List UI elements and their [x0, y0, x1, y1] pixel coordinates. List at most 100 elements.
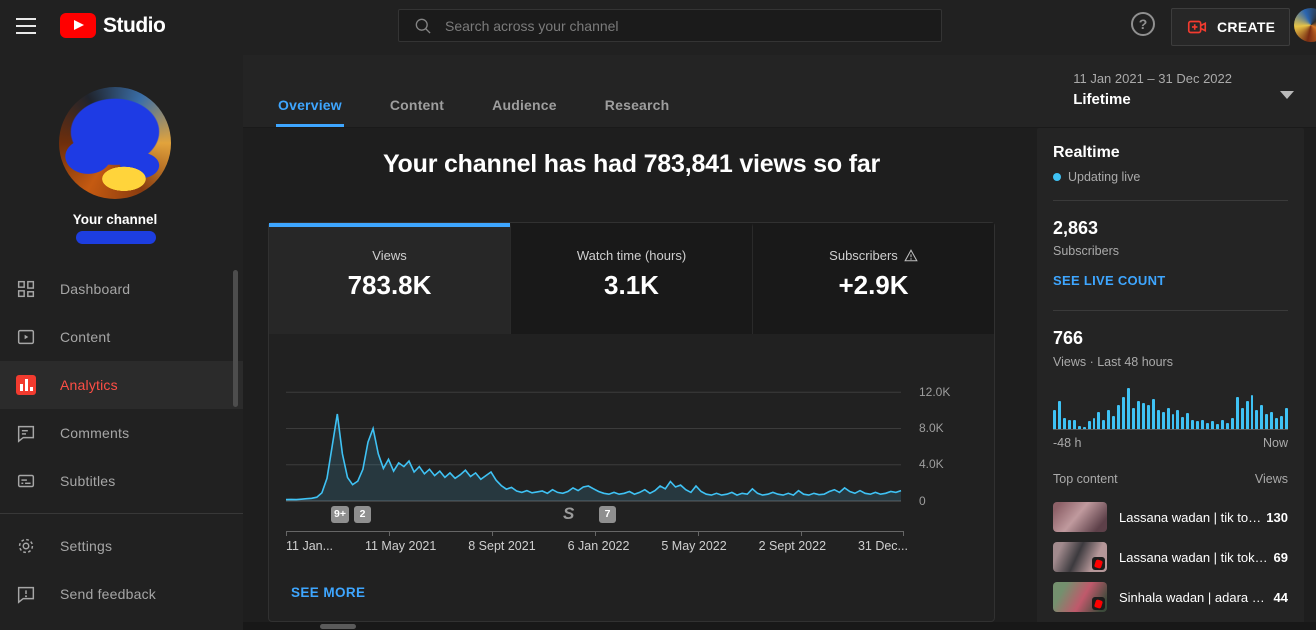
video-thumbnail	[1053, 542, 1107, 572]
video-thumbnail	[1053, 582, 1107, 612]
sidebar-item-label: Send feedback	[60, 586, 157, 602]
sidebar-scrollbar[interactable]	[233, 270, 238, 407]
video-count-badge[interactable]: 7	[599, 506, 616, 523]
top-content-label: Top content	[1053, 472, 1118, 486]
video-title: Lassana wadan | tik to…	[1119, 509, 1262, 525]
date-range-text: 11 Jan 2021 – 31 Dec 2022	[1073, 71, 1232, 86]
see-more-link[interactable]: SEE MORE	[291, 585, 366, 600]
views-column-label: Views	[1254, 472, 1288, 486]
sidebar-item-analytics[interactable]: Analytics	[0, 361, 243, 409]
video-thumbnail	[1053, 502, 1107, 532]
date-range-picker[interactable]: 11 Jan 2021 – 31 Dec 2022 Lifetime	[1073, 71, 1232, 108]
x-tick: 11 May 2021	[364, 539, 437, 553]
x-tick: 11 Jan...	[286, 539, 334, 553]
create-button-label: CREATE	[1217, 19, 1276, 35]
your-channel-label: Your channel	[72, 212, 158, 227]
live-dot-icon	[1053, 173, 1061, 181]
tab-overview[interactable]: Overview	[276, 97, 344, 127]
video-plus-icon	[1187, 20, 1207, 34]
top-bar: Studio CREATE	[0, 0, 1316, 55]
realtime-views-count: 766	[1053, 328, 1084, 348]
metric-value: +2.9K	[838, 270, 909, 300]
top-content-row[interactable]: Lassana wadan | tik tok… 69	[1053, 540, 1288, 574]
metric-tab-views[interactable]: Views 783.8K	[269, 223, 510, 334]
sidebar-item-subtitles[interactable]: Subtitles	[0, 457, 243, 505]
metric-value: 783.8K	[347, 270, 432, 300]
search-input[interactable]	[445, 17, 905, 34]
sidebar-item-label: Subtitles	[60, 473, 116, 489]
sidebar-divider	[0, 513, 243, 514]
y-tick: 8.0K	[919, 421, 944, 435]
help-icon[interactable]	[1131, 12, 1155, 36]
see-live-count-link[interactable]: SEE LIVE COUNT	[1053, 273, 1166, 288]
sidebar-menu: Dashboard Content Analytics Comments	[0, 265, 243, 618]
chevron-down-icon[interactable]	[1280, 91, 1294, 99]
search-icon	[415, 18, 431, 34]
tab-audience[interactable]: Audience	[492, 97, 557, 113]
x-tick: 6 Jan 2022	[567, 539, 630, 553]
studio-logo-text: Studio	[103, 13, 166, 37]
x-tick: 5 May 2022	[661, 539, 727, 553]
realtime-status: Updating live	[1053, 170, 1140, 184]
sidebar-item-label: Dashboard	[60, 281, 131, 297]
x-axis	[286, 531, 904, 536]
shorts-badge-icon	[1092, 557, 1105, 570]
video-title: Sinhala wadan | adara …	[1119, 589, 1265, 605]
sidebar-item-send-feedback[interactable]: Send feedback	[0, 570, 243, 618]
sidebar-item-label: Analytics	[60, 377, 118, 393]
metric-tab-watch-time[interactable]: Watch time (hours) 3.1K	[510, 223, 752, 334]
top-content-row[interactable]: Lassana wadan | tik to… 130	[1053, 500, 1288, 534]
realtime-views-label: Views · Last 48 hours	[1053, 355, 1173, 369]
content-icon	[15, 326, 37, 348]
shorts-icon[interactable]: S	[563, 504, 575, 523]
channel-avatar[interactable]	[59, 87, 171, 199]
overview-panel: Your channel has had 783,841 views so fa…	[243, 128, 1022, 630]
metric-value: 3.1K	[604, 270, 659, 300]
metric-label: Views	[372, 248, 407, 263]
tab-content[interactable]: Content	[389, 97, 445, 113]
subscriber-count-label: Subscribers	[1053, 244, 1119, 258]
metric-tabs: Views 783.8K Watch time (hours) 3.1K Sub…	[269, 223, 994, 334]
dashboard-icon	[15, 278, 37, 300]
shorts-badge-icon	[1092, 597, 1105, 610]
youtube-studio-logo[interactable]: Studio	[60, 13, 166, 38]
divider	[1053, 200, 1288, 201]
y-tick: 4.0K	[919, 457, 944, 471]
page-title: Your channel has had 783,841 views so fa…	[382, 150, 881, 178]
video-views: 44	[1273, 589, 1288, 605]
account-avatar[interactable]	[1294, 8, 1316, 42]
sidebar-item-dashboard[interactable]: Dashboard	[0, 265, 243, 313]
analytics-header: Overview Content Audience Research 11 Ja…	[243, 55, 1316, 128]
tab-research[interactable]: Research	[604, 97, 670, 113]
key-metrics-card: Views 783.8K Watch time (hours) 3.1K Sub…	[268, 222, 995, 622]
x-tick: 8 Sept 2021	[468, 539, 536, 553]
channel-search-box[interactable]	[398, 9, 942, 42]
top-content-header: Top content Views	[1053, 472, 1288, 486]
divider	[1053, 310, 1288, 311]
metric-tab-subscribers[interactable]: Subscribers +2.9K	[752, 223, 994, 334]
realtime-bar-chart[interactable]	[1053, 386, 1288, 430]
chart-event-badges: 9+ 2 S 7	[286, 504, 901, 526]
sidebar-item-settings[interactable]: Settings	[0, 522, 243, 570]
create-button[interactable]: CREATE	[1171, 8, 1291, 46]
feedback-icon	[15, 583, 37, 605]
metric-label: Subscribers	[829, 248, 898, 263]
video-views: 130	[1266, 509, 1288, 525]
horizontal-scrollbar-thumb[interactable]	[320, 624, 356, 629]
sidebar-item-comments[interactable]: Comments	[0, 409, 243, 457]
horizontal-scrollbar[interactable]	[243, 622, 1316, 630]
video-count-badge[interactable]: 9+	[331, 506, 349, 523]
sidebar-item-content[interactable]: Content	[0, 313, 243, 361]
gear-icon	[15, 535, 37, 557]
views-line-chart[interactable]	[285, 356, 902, 502]
video-count-badge[interactable]: 2	[354, 506, 371, 523]
top-content-row[interactable]: Sinhala wadan | adara … 44	[1053, 580, 1288, 614]
channel-name-redacted	[76, 231, 156, 244]
date-mode-label: Lifetime	[1073, 91, 1131, 108]
hamburger-menu-icon[interactable]	[16, 18, 36, 34]
sidebar-item-label: Comments	[60, 425, 130, 441]
warning-icon	[904, 249, 918, 262]
y-tick: 0	[919, 494, 926, 508]
axis-left-label: -48 h	[1053, 436, 1082, 450]
video-title: Lassana wadan | tik tok…	[1119, 549, 1268, 565]
